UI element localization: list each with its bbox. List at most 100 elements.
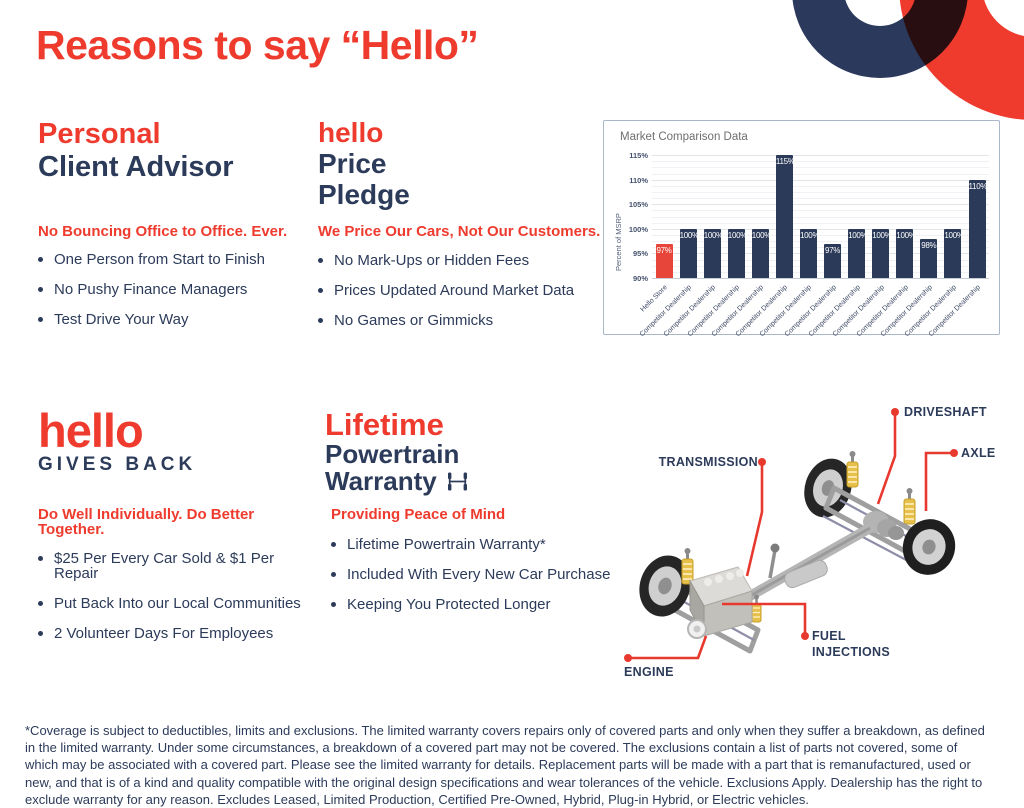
warranty-heading-line1: Lifetime xyxy=(325,407,444,442)
page-title: Reasons to say “Hello” xyxy=(36,22,479,68)
bar-competitor-dealership: 100% xyxy=(703,228,724,278)
bar-competitor-dealership: 110% xyxy=(968,179,988,278)
bar-value-label: 100% xyxy=(800,230,820,240)
bar-competitor-dealership: 100% xyxy=(848,228,868,278)
y-tick-label: 110% xyxy=(629,175,648,185)
bar-competitor-dealership: 100% xyxy=(944,228,964,278)
section-lifetime-warranty: Lifetime Powertrain Warranty Providing P… xyxy=(325,408,615,627)
bar-competitor-dealership: 98% xyxy=(920,238,938,278)
bullet-text: Keeping You Protected Longer xyxy=(347,596,551,613)
bullet-dot-icon xyxy=(38,601,43,606)
bullet-text: Included With Every New Car Purchase xyxy=(347,566,611,583)
bullet-text: Test Drive Your Way xyxy=(54,311,189,328)
bar-competitor-dealership: 100% xyxy=(751,228,772,278)
gridline xyxy=(652,155,989,156)
list-item: No Pushy Finance Managers xyxy=(38,282,308,297)
bar-competitor-dealership: 97% xyxy=(824,243,841,278)
powertrain-icon xyxy=(447,472,467,491)
bar-value-label: 100% xyxy=(679,230,700,240)
list-item: $25 Per Every Car Sold & $1 Per Repair xyxy=(38,551,318,581)
section-personal-client-advisor: Personal Client Advisor No Bouncing Offi… xyxy=(38,118,308,342)
engine-label: ENGINE xyxy=(624,665,674,679)
gridline xyxy=(652,228,989,230)
advisor-bullet-list: One Person from Start to Finish No Pushy… xyxy=(38,252,308,327)
gridline xyxy=(652,265,989,267)
gridline xyxy=(652,173,989,175)
list-item: One Person from Start to Finish xyxy=(38,252,308,267)
bar-value-label: 100% xyxy=(896,230,916,240)
bar-competitor-dealership: 100% xyxy=(727,228,748,278)
bullet-text: One Person from Start to Finish xyxy=(54,251,265,268)
gridline xyxy=(652,241,989,243)
market-comparison-chart: Market Comparison Data Percent of MSRP 9… xyxy=(603,120,1000,338)
bullet-text: Prices Updated Around Market Data xyxy=(334,282,575,299)
list-item: Prices Updated Around Market Data xyxy=(318,283,603,298)
bullet-dot-icon xyxy=(318,288,323,293)
powertrain-diagram: TRANSMISSION DRIVESHAFT AXLE FUEL INJECT… xyxy=(618,396,1022,694)
axle-label: AXLE xyxy=(961,446,996,460)
bar-value-label: 100% xyxy=(703,230,724,240)
price-heading-line2: Price xyxy=(318,148,387,179)
transmission-label: TRANSMISSION xyxy=(658,455,758,469)
bar-value-label: 98% xyxy=(921,240,937,250)
x-axis-line xyxy=(652,278,989,279)
y-tick-label: 95% xyxy=(632,249,648,259)
gridline xyxy=(652,222,989,224)
bullet-text: No Pushy Finance Managers xyxy=(54,281,248,298)
bullet-text: Put Back Into our Local Communities xyxy=(54,595,301,612)
bar-value-label: 100% xyxy=(727,230,748,240)
list-item: Put Back Into our Local Communities xyxy=(38,596,318,611)
bullet-dot-icon xyxy=(38,631,43,636)
bar-value-label: 110% xyxy=(968,181,988,191)
bullet-dot-icon xyxy=(318,318,323,323)
bullet-dot-icon xyxy=(318,258,323,263)
fuel-label-line2: INJECTIONS xyxy=(812,645,891,659)
gridline xyxy=(652,179,989,181)
gridline xyxy=(652,247,989,249)
gridline xyxy=(652,198,989,199)
chart-title: Market Comparison Data xyxy=(620,131,748,143)
bullet-text: 2 Volunteer Days For Employees xyxy=(54,625,274,642)
gridline xyxy=(652,271,989,273)
bar-value-label: 100% xyxy=(944,230,964,240)
list-item: No Games or Gimmicks xyxy=(318,313,603,328)
list-item: Keeping You Protected Longer xyxy=(331,597,615,612)
bullet-dot-icon xyxy=(331,602,336,607)
price-heading-line3: Pledge xyxy=(318,179,410,210)
gridline xyxy=(652,185,989,187)
bar-hello-store: 97% xyxy=(655,243,673,278)
price-subhead: We Price Our Cars, Not Our Customers. xyxy=(318,223,601,240)
bar-value-label: 100% xyxy=(751,230,772,240)
section-price-pledge: hello Price Pledge We Price Our Cars, No… xyxy=(318,117,603,343)
warranty-bullet-list: Lifetime Powertrain Warranty* Included W… xyxy=(325,537,615,612)
advisor-heading-line1: Personal xyxy=(38,118,161,150)
bullet-dot-icon xyxy=(38,287,43,292)
fuel-label-line1: FUEL xyxy=(812,629,846,643)
bar-value-label: 97% xyxy=(824,245,841,255)
bar-value-label: 100% xyxy=(872,230,892,240)
warranty-heading-line3: Warranty xyxy=(325,466,437,496)
bar-competitor-dealership: 100% xyxy=(872,228,892,278)
list-item: Included With Every New Car Purchase xyxy=(331,567,615,582)
bullet-text: $25 Per Every Car Sold & $1 Per Repair xyxy=(54,550,275,582)
gridline xyxy=(652,216,989,218)
bar-competitor-dealership: 100% xyxy=(896,228,916,278)
chassis-illustration xyxy=(624,408,958,662)
bullet-dot-icon xyxy=(38,556,43,561)
gridline xyxy=(652,210,989,212)
warranty-heading-line2: Powertrain xyxy=(325,439,460,469)
list-item: 2 Volunteer Days For Employees xyxy=(38,626,318,641)
gridline xyxy=(652,259,989,261)
warranty-subhead: Providing Peace of Mind xyxy=(331,506,506,523)
list-item: Lifetime Powertrain Warranty* xyxy=(331,537,615,552)
advisor-heading-line2: Client Advisor xyxy=(38,151,234,183)
bullet-text: Lifetime Powertrain Warranty* xyxy=(347,536,546,553)
gridline xyxy=(652,235,989,236)
bullet-text: No Mark-Ups or Hidden Fees xyxy=(334,252,530,269)
fuel-injections-label: FUEL INJECTIONS xyxy=(812,628,890,660)
gridline xyxy=(652,253,989,255)
gridline xyxy=(652,167,989,169)
bar-competitor-dealership: 115% xyxy=(775,155,795,278)
gridline xyxy=(652,204,989,206)
bar-competitor-dealership: 100% xyxy=(800,228,820,278)
